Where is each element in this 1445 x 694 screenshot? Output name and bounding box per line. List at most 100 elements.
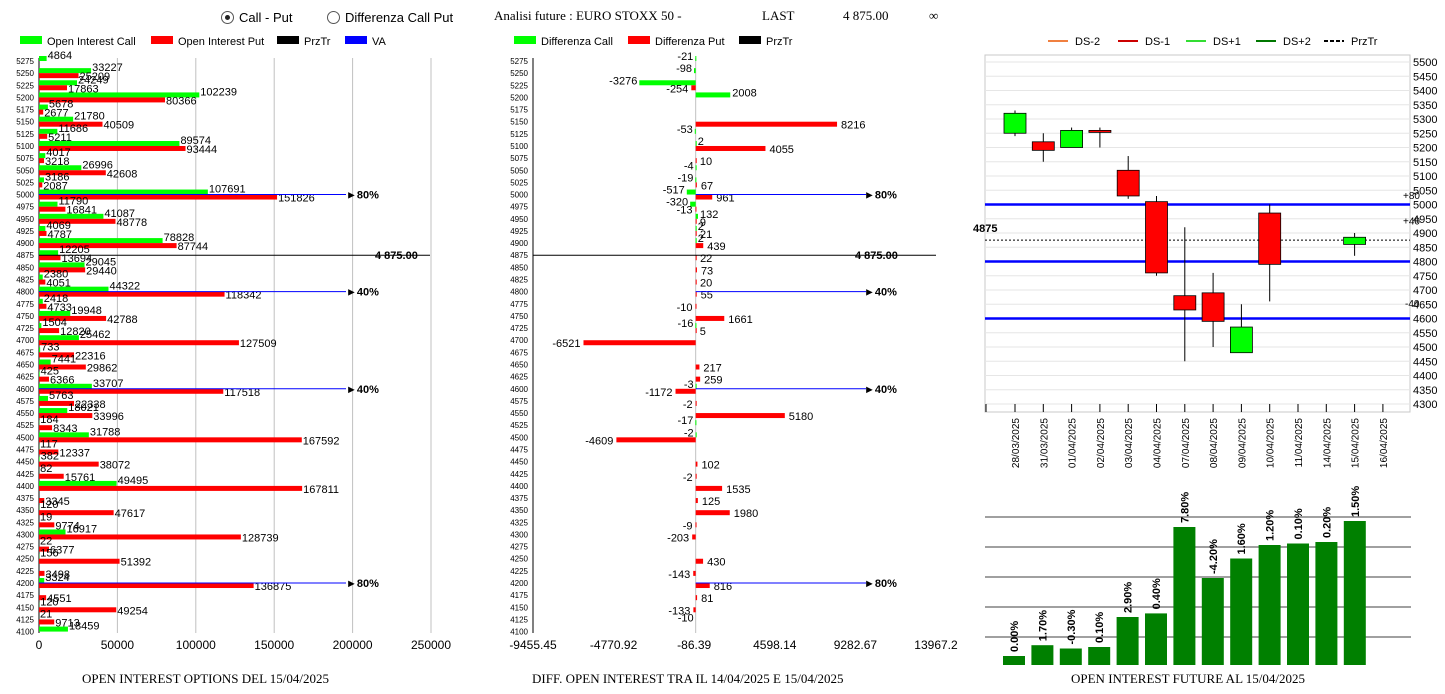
oi-strike-label: 4375	[16, 494, 34, 503]
oi-put-bar	[39, 170, 106, 176]
diff-legend-swatch	[739, 36, 761, 44]
candle-body	[1230, 326, 1253, 354]
radio-call-put[interactable]: Call - Put	[221, 10, 292, 25]
oi-call-label: 31788	[90, 426, 121, 438]
diff-put-label: 1980	[734, 508, 758, 520]
oi-call-bar	[39, 153, 46, 159]
oi-put-bar	[39, 352, 74, 358]
diff-strike-label: 5200	[510, 93, 528, 102]
oif-bar-label: 1.50%	[1350, 486, 1362, 517]
diff-put-label: 5180	[789, 411, 813, 423]
oi-strike-label: 4875	[16, 251, 34, 260]
oi-strike-label: 4775	[16, 300, 34, 309]
oi-legend-label: Open Interest Put	[178, 36, 264, 48]
caption-oi-future: OPEN INTEREST FUTURE AL 15/04/2025	[1071, 671, 1306, 686]
oi-x-tick: 50000	[101, 638, 135, 652]
oi-call-label: 26996	[82, 159, 113, 171]
diff-put-label: 9	[700, 217, 706, 229]
oi-put-bar	[39, 546, 49, 552]
oi-put-label: 49254	[117, 605, 148, 617]
diff-call-label: -53	[677, 124, 693, 136]
oi-put-bar	[39, 340, 239, 346]
diff-put-label: -4609	[585, 435, 613, 447]
candle-legend-label: DS-2	[1075, 36, 1100, 48]
oi-call-label: 120	[40, 596, 58, 608]
header-title: Analisi future : EURO STOXX 50 -	[494, 8, 682, 23]
infinity-icon: ∞	[929, 8, 939, 23]
oi-call-bar	[39, 298, 43, 304]
oi-put-bar	[39, 388, 224, 394]
diff-strike-label: 4250	[510, 555, 528, 564]
oi-call-label: 16917	[67, 523, 98, 535]
oi-put-bar	[39, 425, 53, 431]
diff-x-tick: 4598.14	[753, 638, 797, 652]
diff-strike-label: 5025	[510, 178, 528, 187]
diff-strike-label: 5250	[510, 69, 528, 78]
diff-put-label: 259	[704, 375, 722, 387]
oi-put-bar	[39, 279, 46, 285]
oif-bar-label: 1.70%	[1037, 610, 1049, 641]
diff-strike-label: 4800	[510, 288, 528, 297]
oi-call-label: 117	[40, 438, 58, 450]
oi-call-bar	[39, 92, 200, 98]
diff-strike-label: 4225	[510, 567, 528, 576]
diff-strike-label: 4150	[510, 603, 528, 612]
diff-strike-label: 5175	[510, 106, 528, 115]
oi-call-bar	[39, 480, 117, 486]
oi-call-label: 11790	[58, 196, 88, 208]
top-controls: Call - Put Differenza Call Put Analisi f…	[0, 0, 1445, 34]
oi-legend-swatch	[20, 36, 42, 44]
oi-strike-label: 4525	[16, 421, 34, 430]
oi-strike-label: 4150	[16, 603, 34, 612]
oi-strike-label: 4900	[16, 239, 34, 248]
diff-call-bar	[694, 128, 696, 134]
diff-strike-label: 5100	[510, 142, 528, 151]
oi-strike-label: 4850	[16, 263, 34, 272]
diff-put-bar	[695, 218, 697, 224]
diff-put-bar	[695, 158, 697, 164]
oi-call-label: 733	[41, 341, 59, 353]
oi-strike-label: 4675	[16, 348, 34, 357]
oi-put-label: 22316	[75, 350, 106, 362]
oi-call-bar	[39, 529, 66, 535]
oi-call-label: 49495	[118, 475, 149, 487]
diff-put-label: -9	[683, 520, 693, 532]
oi-strike-label: 4125	[16, 615, 34, 624]
oi-put-label: 29440	[86, 265, 117, 277]
oi-call-label: 33707	[93, 378, 124, 390]
oi-strike-label: 5100	[16, 142, 34, 151]
candle-y-tick: 4400	[1413, 371, 1437, 383]
oi-call-bar	[39, 408, 68, 414]
diff-call-bar	[695, 56, 697, 61]
oi-put-label: 4787	[48, 229, 72, 241]
radio-differenza[interactable]: Differenza Call Put	[327, 10, 453, 25]
oi-call-bar	[39, 383, 92, 389]
diff-put-label: 81	[701, 593, 713, 605]
oi-last-label: 4 875.00	[375, 250, 418, 262]
oi-put-label: 2677	[44, 108, 68, 120]
oi-put-bar	[39, 243, 177, 249]
diff-call-label: -2	[684, 427, 694, 439]
oi-strike-label: 4700	[16, 336, 34, 345]
oi-call-label: 156	[40, 548, 58, 560]
oif-bar	[1003, 656, 1025, 665]
oi-strike-label: 5225	[16, 81, 34, 90]
oi-put-label: 6377	[50, 545, 74, 557]
candle-y-tick: 4300	[1413, 399, 1437, 411]
diff-put-bar	[695, 243, 704, 249]
diff-call-label: 2	[698, 221, 704, 233]
candle-y-tick: 4600	[1413, 314, 1437, 326]
diff-call-label: -517	[663, 185, 685, 197]
oi-strike-label: 5250	[16, 69, 34, 78]
diff-put-bar	[695, 413, 785, 419]
last-label: LAST	[762, 8, 795, 23]
diff-put-bar	[693, 607, 696, 613]
candle-y-tick: 4850	[1413, 242, 1437, 254]
oi-call-label: 82	[40, 463, 52, 475]
oi-call-label: 1504	[42, 317, 66, 329]
diff-strike-label: 5150	[510, 118, 528, 127]
diff-strike-label: 4100	[510, 628, 528, 637]
diff-legend-swatch	[514, 36, 536, 44]
oi-strike-label: 4800	[16, 288, 34, 297]
candle-legend-label: PrzTr	[1351, 36, 1378, 48]
